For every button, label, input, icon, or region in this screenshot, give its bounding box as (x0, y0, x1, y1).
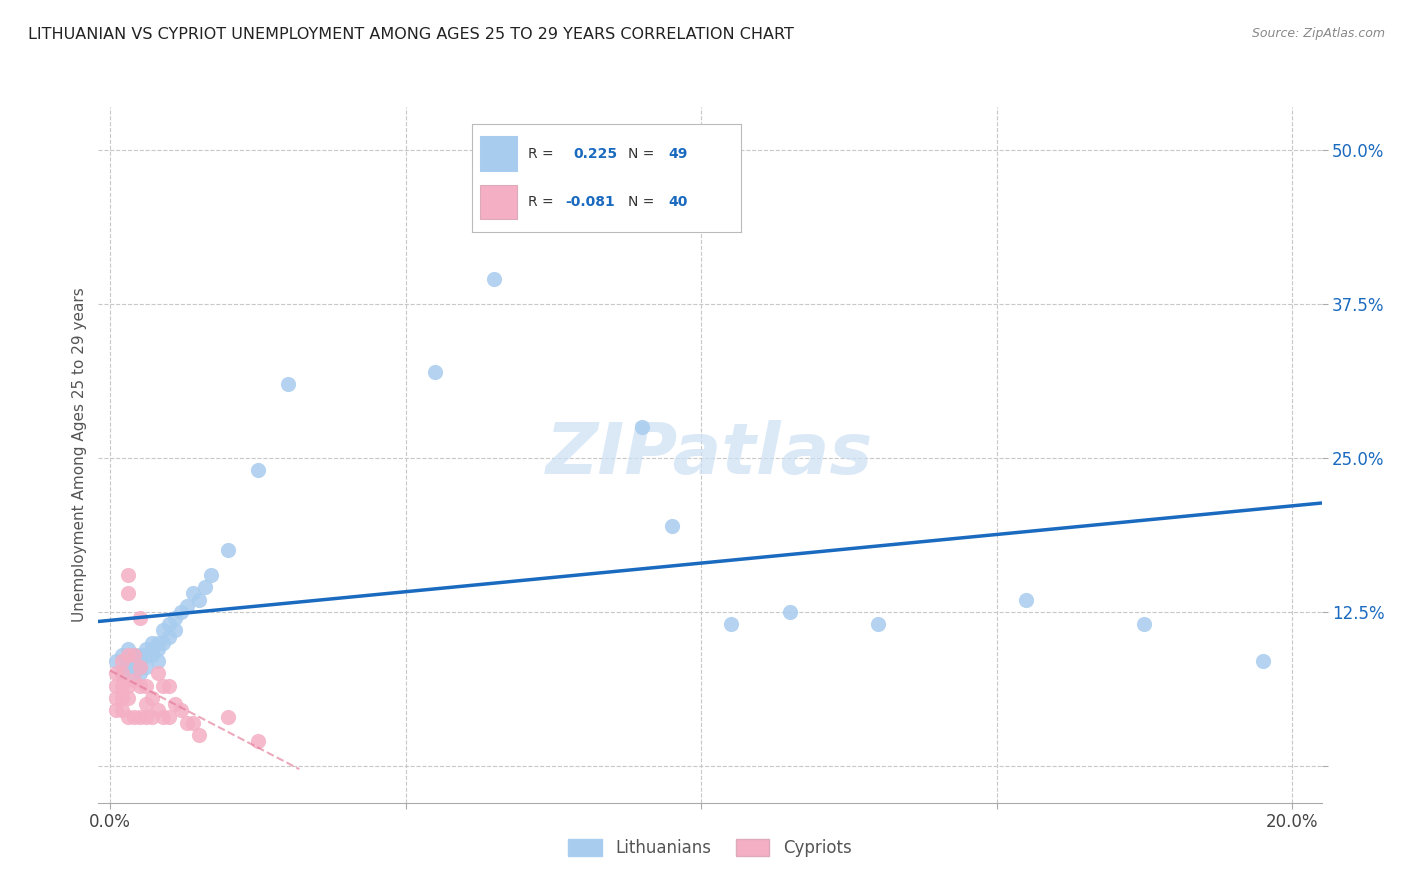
Point (128, 654, 150, 668)
Point (141, 691, 163, 706)
Point (276, 377, 298, 392)
Point (146, 636, 169, 650)
Point (152, 679, 174, 693)
Point (181, 715, 204, 730)
Point (187, 728, 209, 742)
Point (105, 679, 128, 693)
Point (128, 648, 150, 662)
Point (122, 673, 145, 687)
Point (117, 568, 139, 582)
Point (170, 605, 193, 619)
Point (128, 660, 150, 674)
Point (122, 654, 145, 668)
Point (122, 660, 145, 674)
Point (135, 698, 157, 712)
Point (425, 365, 447, 379)
Point (135, 709, 157, 723)
Point (176, 715, 198, 730)
Point (157, 630, 180, 644)
Point (117, 641, 139, 656)
Point (117, 654, 139, 668)
Point (117, 691, 139, 706)
Point (152, 709, 174, 723)
Point (165, 624, 187, 638)
Point (141, 709, 163, 723)
Point (200, 568, 222, 582)
Point (111, 654, 134, 668)
Point (128, 709, 150, 723)
Point (152, 624, 174, 638)
Point (146, 654, 169, 668)
Point (141, 636, 163, 650)
Point (111, 691, 134, 706)
Point (105, 654, 128, 668)
Point (105, 691, 128, 706)
Point (117, 709, 139, 723)
Point (246, 463, 269, 477)
Point (146, 641, 169, 656)
Point (141, 641, 163, 656)
Point (194, 580, 217, 594)
Point (122, 666, 145, 681)
Point (484, 272, 506, 286)
Point (1133, 617, 1156, 632)
Point (141, 648, 163, 662)
Point (135, 641, 157, 656)
Point (779, 605, 801, 619)
Point (146, 703, 169, 717)
Text: LITHUANIAN VS CYPRIOT UNEMPLOYMENT AMONG AGES 25 TO 29 YEARS CORRELATION CHART: LITHUANIAN VS CYPRIOT UNEMPLOYMENT AMONG… (28, 27, 794, 42)
Point (176, 599, 198, 613)
Point (128, 611, 150, 625)
Point (217, 543, 239, 558)
Text: ZIPatlas: ZIPatlas (547, 420, 873, 490)
Point (868, 617, 890, 632)
Point (246, 734, 269, 748)
Point (122, 648, 145, 662)
Point (157, 709, 180, 723)
Point (128, 666, 150, 681)
Point (1015, 592, 1038, 607)
Point (157, 679, 180, 693)
Point (720, 617, 742, 632)
Point (128, 660, 150, 674)
Point (135, 660, 157, 674)
Y-axis label: Unemployment Among Ages 25 to 29 years: Unemployment Among Ages 25 to 29 years (72, 287, 87, 623)
Point (111, 666, 134, 681)
Point (152, 636, 174, 650)
Point (1251, 654, 1274, 668)
Point (128, 679, 150, 693)
Point (117, 586, 139, 600)
Point (122, 709, 145, 723)
Point (111, 679, 134, 693)
Point (122, 648, 145, 662)
Point (165, 698, 187, 712)
Point (135, 648, 157, 662)
Point (181, 586, 204, 600)
Point (117, 648, 139, 662)
Text: Source: ZipAtlas.com: Source: ZipAtlas.com (1251, 27, 1385, 40)
Point (165, 611, 187, 625)
Point (117, 660, 139, 674)
Point (157, 617, 180, 632)
Point (543, 217, 565, 231)
Point (187, 592, 209, 607)
Point (111, 666, 134, 681)
Point (111, 703, 134, 717)
Point (631, 420, 654, 434)
Point (170, 703, 193, 717)
Legend: Lithuanians, Cypriots: Lithuanians, Cypriots (562, 832, 858, 864)
Point (217, 709, 239, 723)
Point (135, 679, 157, 693)
Point (105, 666, 128, 681)
Point (111, 648, 134, 662)
Point (661, 518, 683, 533)
Point (146, 666, 169, 681)
Point (105, 703, 128, 717)
Point (117, 679, 139, 693)
